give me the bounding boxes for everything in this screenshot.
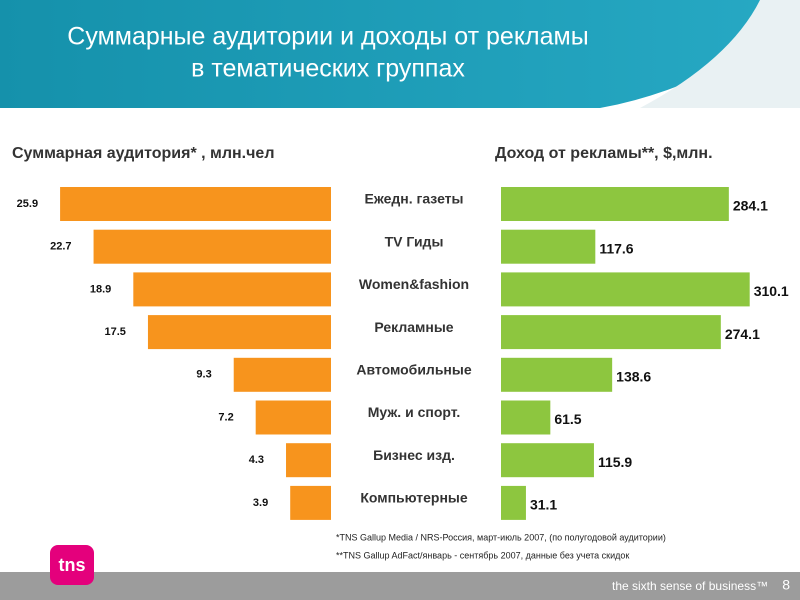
footer-band [0,572,800,600]
footnote: **TNS Gallup AdFact/январь - сентябрь 20… [336,550,629,560]
value-label: 25.9 [17,198,38,210]
bar [233,357,331,392]
header-band [0,0,800,108]
bar [286,443,331,478]
value-label: 138.6 [616,369,651,385]
page-number: 8 [782,577,790,593]
value-label: 61.5 [554,411,581,427]
bar [93,229,331,264]
tagline: the sixth sense of business™ [612,579,768,593]
bar [147,315,331,350]
title: в тематических группах [191,55,465,83]
bar [501,357,613,392]
value-label: 117.6 [599,240,633,256]
category-label: Ежедн. газеты [365,191,464,207]
value-label: 7.2 [218,411,233,423]
bar [501,485,526,520]
title: Суммарные аудитории и доходы от рекламы [67,23,588,51]
bar [501,272,750,307]
category-label: Муж. и спорт. [368,404,461,420]
category-label: Бизнес изд. [373,447,455,463]
logo-box [50,545,94,585]
category-label: TV Гиды [385,233,444,249]
value-label: 22.7 [50,241,71,253]
category-label: Компьютерные [360,490,468,506]
bar [501,443,594,478]
value-label: 18.9 [90,283,111,295]
value-label: 310.1 [754,283,789,299]
value-label: 31.1 [530,497,557,513]
bar [290,485,331,520]
logo: tns [59,555,86,575]
value-label: 17.5 [105,326,126,338]
value-label: 4.3 [249,454,264,466]
bar [501,187,729,221]
bar [60,187,331,221]
chart-title: Доход от рекламы**, $,млн. [495,145,713,162]
bar [501,315,721,350]
category-label: Рекламные [374,319,453,335]
chart-title: Суммарная аудитория* , млн.чел [12,145,274,162]
header-accent [640,0,800,108]
bar [255,400,331,435]
value-label: 284.1 [733,198,768,214]
value-label: 9.3 [196,369,211,381]
footnote: *TNS Gallup Media / NRS-Россия, март-июл… [336,532,666,542]
value-label: 3.9 [253,497,268,509]
category-label: Автомобильные [356,362,471,378]
bar [501,229,596,264]
value-label: 274.1 [725,326,760,342]
value-label: 115.9 [598,454,632,470]
bar [133,272,331,307]
category-label: Women&fashion [359,276,469,292]
bar [501,400,551,435]
